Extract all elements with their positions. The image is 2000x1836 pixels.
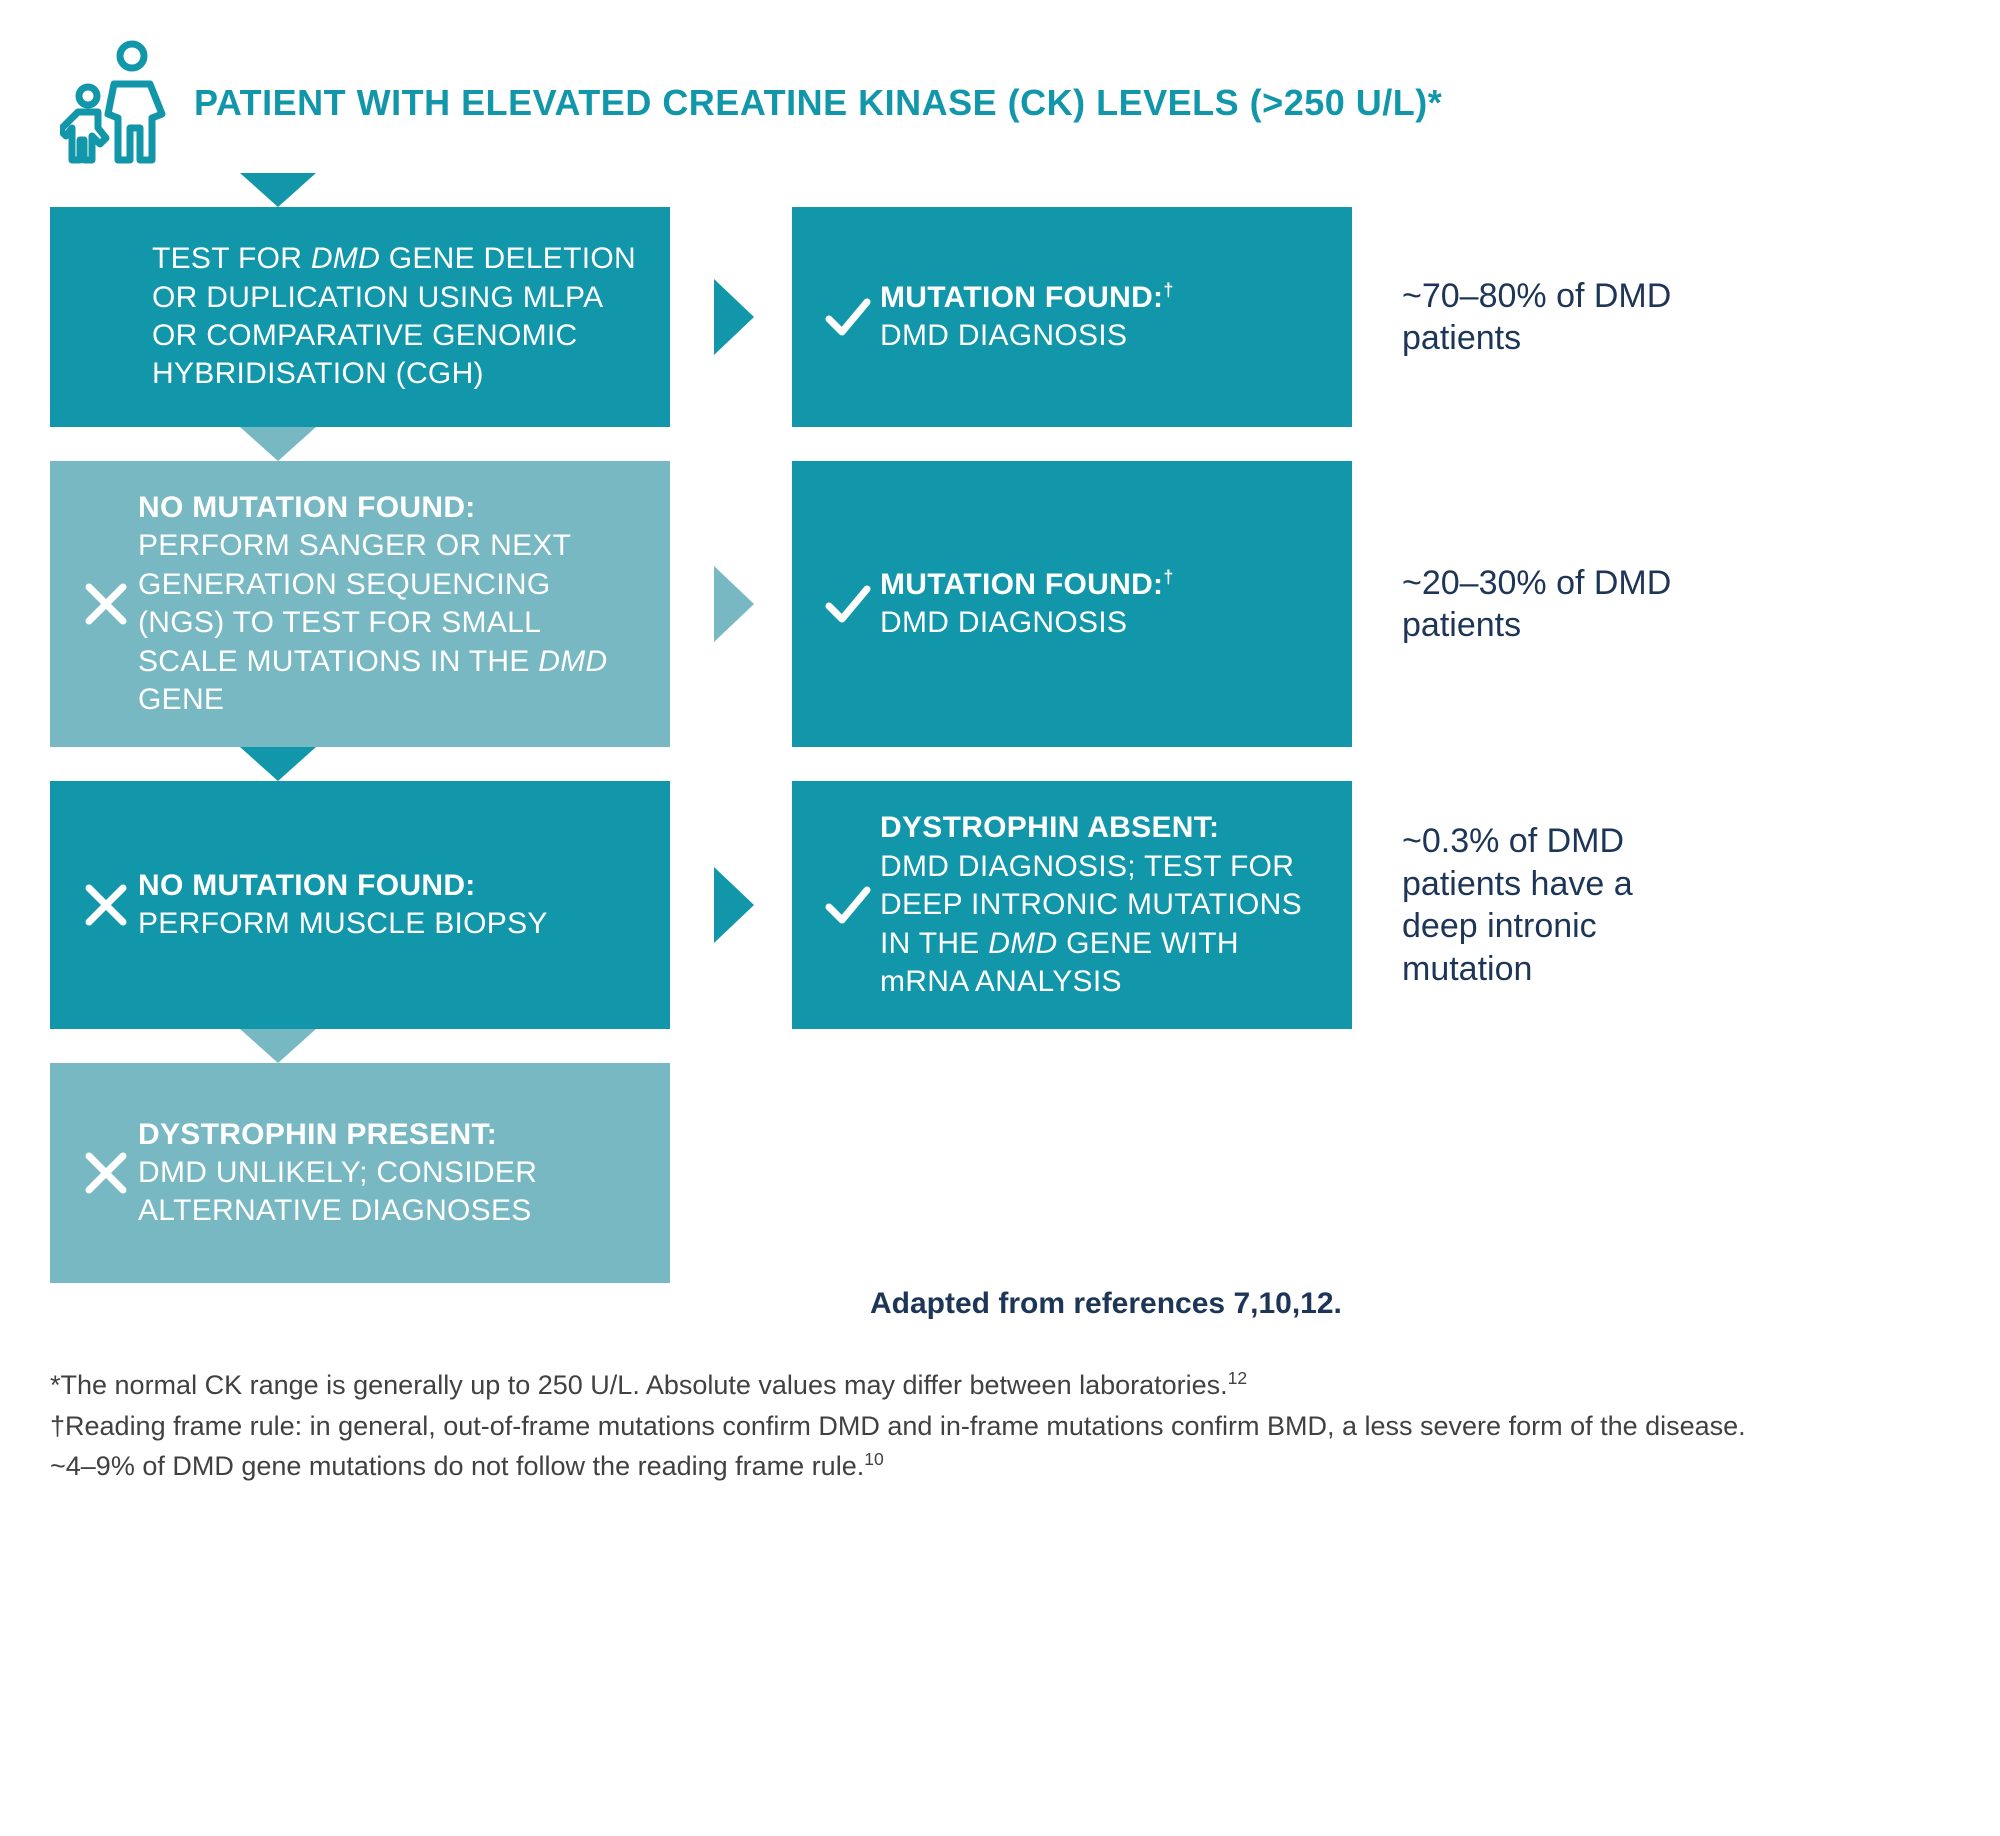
flow-step-text: DYSTROPHIN PRESENT:DMD UNLIKELY; CONSIDE… bbox=[138, 1116, 636, 1231]
flow-row: DYSTROPHIN PRESENT:DMD UNLIKELY; CONSIDE… bbox=[50, 1063, 1950, 1283]
flow-arrow-right bbox=[714, 279, 754, 355]
flow-annotation: ~70–80% of DMD patients bbox=[1402, 275, 1702, 360]
flow-arrow-down bbox=[240, 747, 316, 781]
flowchart-steps: TEST FOR DMD GENE DELETION OR DUPLICATIO… bbox=[50, 207, 1950, 1283]
flow-step-text: MUTATION FOUND:†DMD DIAGNOSIS bbox=[880, 566, 1318, 643]
flow-step-text: NO MUTATION FOUND:PERFORM MUSCLE BIOPSY bbox=[138, 867, 636, 944]
flow-annotation: ~20–30% of DMD patients bbox=[1402, 562, 1702, 647]
check-icon bbox=[816, 292, 880, 342]
title-text: PATIENT WITH ELEVATED CREATINE KINASE (C… bbox=[194, 82, 1428, 123]
flow-annotation: ~0.3% of DMD patients have a deep intron… bbox=[1402, 820, 1702, 990]
header: PATIENT WITH ELEVATED CREATINE KINASE (C… bbox=[60, 40, 1950, 165]
flow-step-right: MUTATION FOUND:†DMD DIAGNOSIS bbox=[792, 207, 1352, 427]
flow-arrow-down bbox=[240, 427, 316, 461]
source-line: Adapted from references 7,10,12. bbox=[870, 1287, 1950, 1321]
flow-step-right: MUTATION FOUND:†DMD DIAGNOSIS bbox=[792, 461, 1352, 747]
flow-arrow-down bbox=[240, 173, 316, 207]
cross-icon bbox=[74, 581, 138, 627]
parent-and-child-icon bbox=[60, 40, 170, 165]
flow-arrow-right bbox=[714, 566, 754, 642]
flow-step-text: DYSTROPHIN ABSENT:DMD DIAGNOSIS; TEST FO… bbox=[880, 809, 1318, 1001]
flow-step-text: MUTATION FOUND:†DMD DIAGNOSIS bbox=[880, 279, 1318, 356]
flow-step-left: TEST FOR DMD GENE DELETION OR DUPLICATIO… bbox=[50, 207, 670, 427]
flow-step-text: NO MUTATION FOUND:PERFORM SANGER OR NEXT… bbox=[138, 489, 636, 719]
footnote-line: †Reading frame rule: in general, out-of-… bbox=[50, 1406, 1950, 1447]
cross-icon bbox=[74, 882, 138, 928]
flow-step-text: TEST FOR DMD GENE DELETION OR DUPLICATIO… bbox=[152, 240, 636, 394]
flow-step-left: NO MUTATION FOUND:PERFORM SANGER OR NEXT… bbox=[50, 461, 670, 747]
flow-step-left: NO MUTATION FOUND:PERFORM MUSCLE BIOPSY bbox=[50, 781, 670, 1029]
page-title: PATIENT WITH ELEVATED CREATINE KINASE (C… bbox=[194, 82, 1442, 124]
footnote-line: *The normal CK range is generally up to … bbox=[50, 1365, 1950, 1406]
cross-icon bbox=[74, 1150, 138, 1196]
flow-arrow-right bbox=[714, 867, 754, 943]
title-marker: * bbox=[1428, 82, 1443, 123]
flow-step-right: DYSTROPHIN ABSENT:DMD DIAGNOSIS; TEST FO… bbox=[792, 781, 1352, 1029]
check-icon bbox=[816, 579, 880, 629]
flow-row: TEST FOR DMD GENE DELETION OR DUPLICATIO… bbox=[50, 207, 1950, 427]
footnotes: *The normal CK range is generally up to … bbox=[50, 1365, 1950, 1487]
flow-row: NO MUTATION FOUND:PERFORM MUSCLE BIOPSY D… bbox=[50, 781, 1950, 1029]
check-icon bbox=[816, 880, 880, 930]
flow-step-left: DYSTROPHIN PRESENT:DMD UNLIKELY; CONSIDE… bbox=[50, 1063, 670, 1283]
flow-row: NO MUTATION FOUND:PERFORM SANGER OR NEXT… bbox=[50, 461, 1950, 747]
flow-arrow-down bbox=[240, 1029, 316, 1063]
footnote-line: ~4–9% of DMD gene mutations do not follo… bbox=[50, 1446, 1950, 1487]
